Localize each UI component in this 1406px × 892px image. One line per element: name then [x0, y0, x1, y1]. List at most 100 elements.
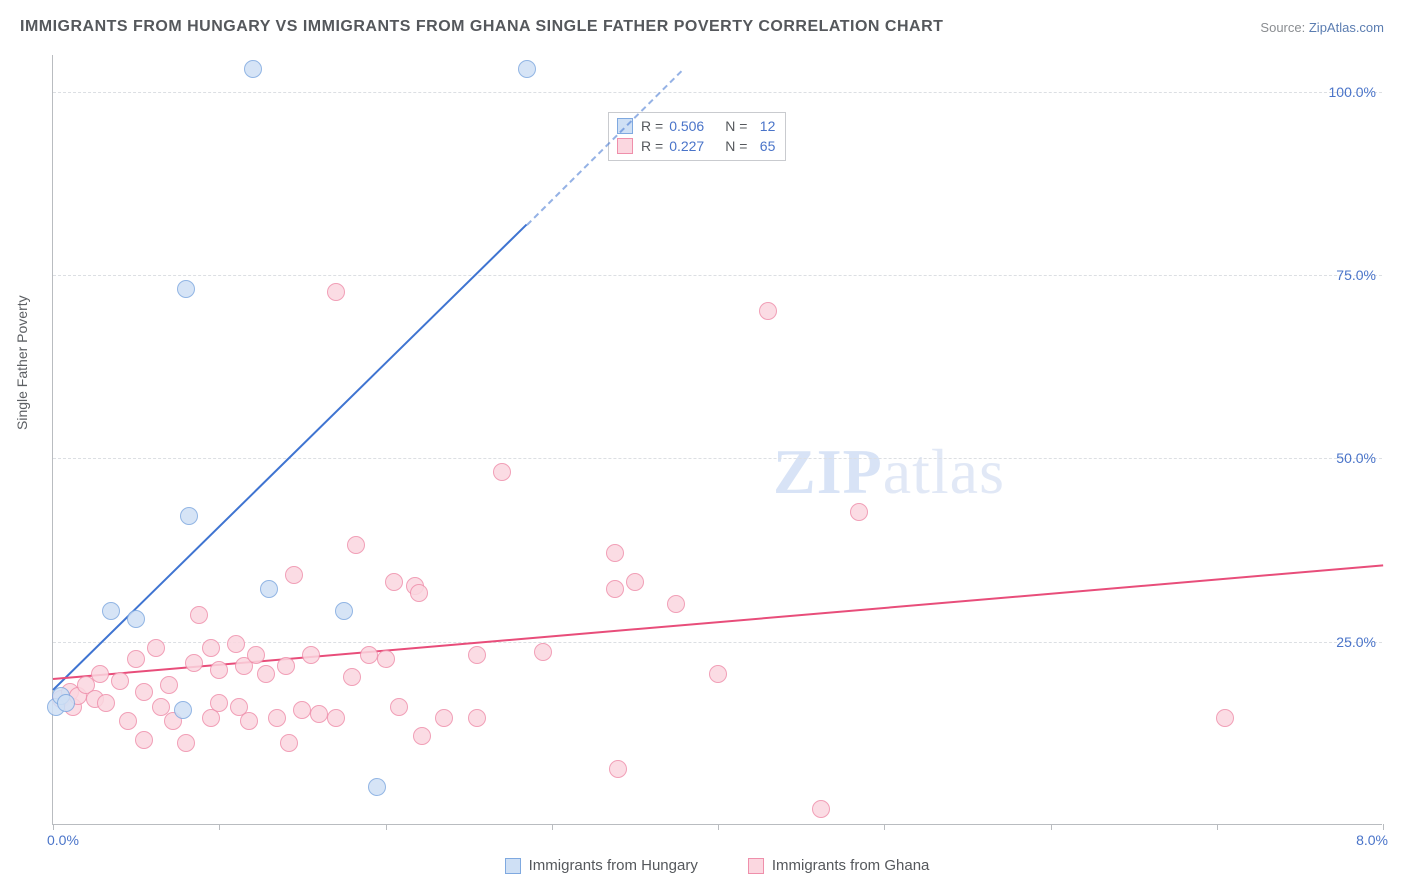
source-label: Source:	[1260, 20, 1305, 35]
stat-n-value: 12	[753, 116, 775, 136]
chart-title: IMMIGRANTS FROM HUNGARY VS IMMIGRANTS FR…	[20, 18, 943, 36]
data-point	[385, 573, 403, 591]
data-point	[368, 778, 386, 796]
data-point	[413, 727, 431, 745]
x-tick-mark	[884, 824, 885, 830]
x-tick-mark	[718, 824, 719, 830]
x-tick-mark	[386, 824, 387, 830]
data-point	[210, 661, 228, 679]
scatter-plot-area: ZIPatlas R = 0.506 N = 12 R = 0.227 N = 65 25.0…	[52, 55, 1382, 825]
data-point	[468, 709, 486, 727]
legend-swatch	[748, 858, 764, 874]
data-point	[210, 694, 228, 712]
data-point	[260, 580, 278, 598]
x-axis-legend: Immigrants from Hungary Immigrants from G…	[52, 857, 1382, 874]
data-point	[435, 709, 453, 727]
data-point	[1216, 709, 1234, 727]
data-point	[360, 646, 378, 664]
source-attribution: Source: ZipAtlas.com	[1260, 20, 1384, 35]
data-point	[111, 672, 129, 690]
data-point	[293, 701, 311, 719]
data-point	[377, 650, 395, 668]
data-point	[626, 573, 644, 591]
data-point	[102, 602, 120, 620]
data-point	[247, 646, 265, 664]
data-point	[91, 665, 109, 683]
data-point	[174, 701, 192, 719]
y-tick-label: 25.0%	[1336, 634, 1376, 650]
gridline	[53, 458, 1382, 459]
x-tick-mark	[1051, 824, 1052, 830]
y-tick-label: 100.0%	[1329, 84, 1376, 100]
y-tick-label: 50.0%	[1336, 450, 1376, 466]
y-tick-label: 75.0%	[1336, 267, 1376, 283]
data-point	[335, 602, 353, 620]
stat-r-value: 0.506	[669, 116, 717, 136]
stats-legend-row: R = 0.227 N = 65	[617, 136, 775, 156]
data-point	[759, 302, 777, 320]
data-point	[257, 665, 275, 683]
data-point	[160, 676, 178, 694]
data-point	[119, 712, 137, 730]
legend-swatch	[617, 138, 633, 154]
data-point	[268, 709, 286, 727]
data-point	[177, 280, 195, 298]
data-point	[177, 734, 195, 752]
data-point	[609, 760, 627, 778]
data-point	[390, 698, 408, 716]
data-point	[190, 606, 208, 624]
data-point	[534, 643, 552, 661]
watermark: ZIPatlas	[773, 435, 1005, 509]
data-point	[185, 654, 203, 672]
x-legend-label: Immigrants from Ghana	[772, 857, 930, 874]
data-point	[147, 639, 165, 657]
gridline	[53, 642, 1382, 643]
data-point	[493, 463, 511, 481]
legend-swatch	[505, 858, 521, 874]
x-tick-mark	[219, 824, 220, 830]
data-point	[518, 60, 536, 78]
data-point	[127, 650, 145, 668]
data-point	[127, 610, 145, 628]
data-point	[302, 646, 320, 664]
data-point	[327, 709, 345, 727]
source-link[interactable]: ZipAtlas.com	[1309, 20, 1384, 35]
data-point	[667, 595, 685, 613]
data-point	[310, 705, 328, 723]
data-point	[327, 283, 345, 301]
data-point	[347, 536, 365, 554]
data-point	[285, 566, 303, 584]
data-point	[812, 800, 830, 818]
x-tick-mark	[1217, 824, 1218, 830]
data-point	[97, 694, 115, 712]
stat-r-label: R =	[641, 136, 663, 156]
data-point	[135, 731, 153, 749]
x-legend-label: Immigrants from Hungary	[529, 857, 698, 874]
data-point	[180, 507, 198, 525]
data-point	[410, 584, 428, 602]
x-tick-mark	[552, 824, 553, 830]
x-tick-label: 0.0%	[47, 832, 79, 848]
data-point	[135, 683, 153, 701]
data-point	[227, 635, 245, 653]
x-legend-item: Immigrants from Ghana	[748, 857, 930, 874]
data-point	[343, 668, 361, 686]
x-tick-label: 8.0%	[1356, 832, 1388, 848]
stat-r-label: R =	[641, 116, 663, 136]
stat-n-label: N =	[725, 136, 747, 156]
data-point	[280, 734, 298, 752]
y-axis-label: Single Father Poverty	[14, 295, 30, 430]
data-point	[202, 639, 220, 657]
watermark-rest: atlas	[883, 436, 1005, 507]
watermark-bold: ZIP	[773, 436, 883, 507]
stat-n-value: 65	[753, 136, 775, 156]
stats-legend-row: R = 0.506 N = 12	[617, 116, 775, 136]
data-point	[468, 646, 486, 664]
data-point	[240, 712, 258, 730]
stat-n-label: N =	[725, 116, 747, 136]
x-legend-item: Immigrants from Hungary	[505, 857, 698, 874]
data-point	[850, 503, 868, 521]
x-tick-mark	[1383, 824, 1384, 830]
stat-r-value: 0.227	[669, 136, 717, 156]
gridline	[53, 92, 1382, 93]
